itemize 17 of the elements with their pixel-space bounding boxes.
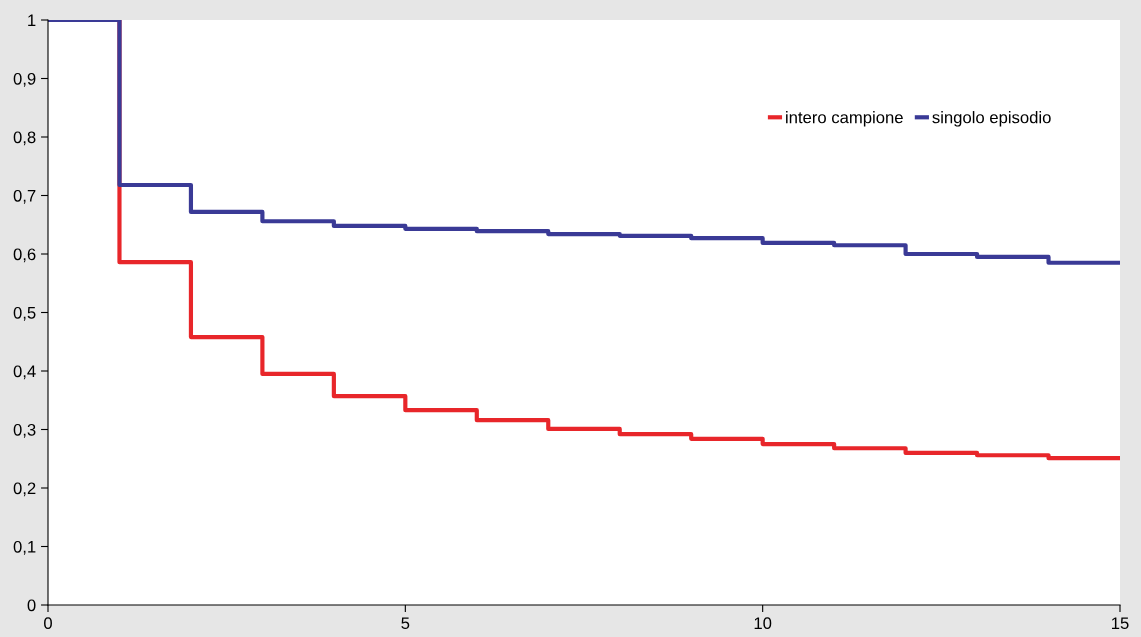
y-tick-label: 0,3	[13, 423, 36, 438]
x-tick-label: 0	[44, 617, 52, 630]
y-tick-label: 1	[28, 14, 36, 27]
y-tick-label: 0,6	[13, 248, 36, 263]
y-tick-label: 0,7	[13, 189, 36, 204]
y-tick-label: 0,8	[13, 131, 36, 146]
y-tick-label: 0,9	[13, 72, 36, 87]
legend-label: intero campione	[786, 111, 903, 127]
y-tick-label: 0,1	[13, 540, 36, 555]
x-tick-label: 5	[401, 617, 410, 630]
y-tick-label: 0,4	[13, 365, 36, 380]
x-tick-label: 10	[754, 617, 772, 630]
y-tick-label: 0,5	[13, 306, 36, 321]
y-tick-label: 0,2	[13, 482, 36, 497]
y-tick-label: 0	[27, 599, 36, 612]
legend-label: singolo episodio	[932, 111, 1051, 127]
x-tick-label: 15	[1112, 617, 1129, 630]
